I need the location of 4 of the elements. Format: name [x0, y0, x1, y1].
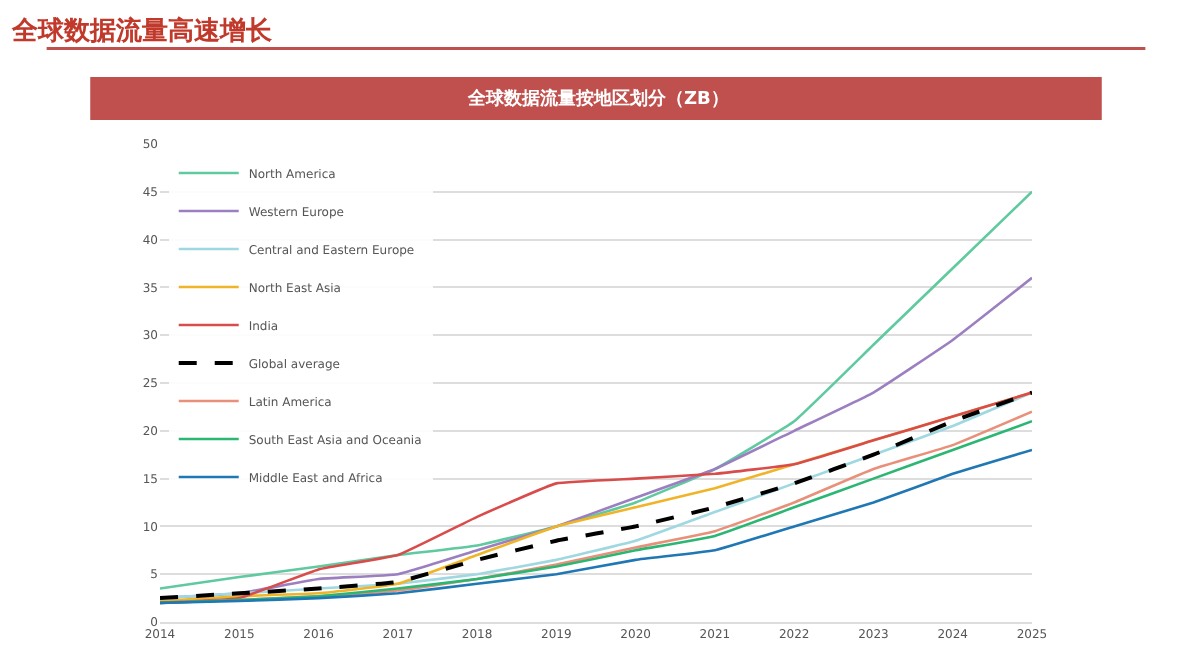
- chart-subtitle: 全球数据流量按地区划分（ZB）: [466, 88, 729, 110]
- line-series: [160, 190, 1032, 590]
- line-series: [160, 448, 1032, 605]
- chart-title: 全球数据流量高速增长: [9, 15, 274, 48]
